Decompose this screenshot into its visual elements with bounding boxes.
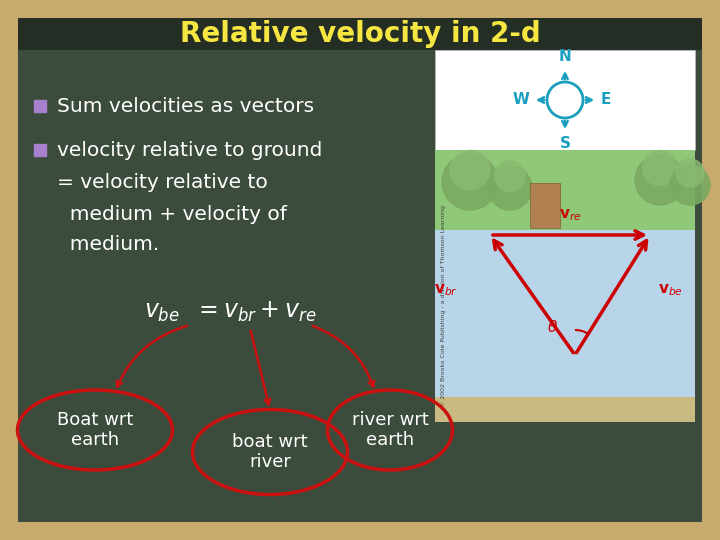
Text: N: N [559,49,572,64]
Circle shape [635,155,685,205]
Text: velocity relative to ground: velocity relative to ground [57,140,323,159]
FancyBboxPatch shape [435,50,695,150]
Text: medium + velocity of: medium + velocity of [57,205,287,224]
Text: = velocity relative to: = velocity relative to [57,172,268,192]
FancyBboxPatch shape [435,230,695,422]
FancyBboxPatch shape [18,18,702,50]
Circle shape [488,166,532,210]
Text: medium.: medium. [57,234,159,253]
Circle shape [642,151,678,186]
Text: boat wrt
river: boat wrt river [232,433,308,471]
Text: Sum velocities as vectors: Sum velocities as vectors [57,97,314,116]
Text: river wrt
earth: river wrt earth [351,410,428,449]
Text: $\theta$: $\theta$ [547,319,559,335]
Circle shape [442,154,498,210]
Circle shape [670,165,710,205]
Text: $\mathbf{v}_{br}$: $\mathbf{v}_{br}$ [434,282,458,298]
FancyBboxPatch shape [435,150,695,230]
Text: $v_{be}$  $= v_{br} + v_{re}$: $v_{be}$ $= v_{br} + v_{re}$ [144,300,316,324]
FancyBboxPatch shape [435,397,695,422]
Circle shape [676,159,704,187]
Circle shape [495,160,526,191]
Text: Relative velocity in 2-d: Relative velocity in 2-d [179,20,541,48]
FancyBboxPatch shape [530,183,560,228]
Circle shape [451,151,490,190]
Text: W: W [512,92,529,107]
Text: $\mathbf{v}_{be}$: $\mathbf{v}_{be}$ [658,282,683,298]
Text: © 2002 Brooks Cole Publishing - a division of Thomson Learning: © 2002 Brooks Cole Publishing - a divisi… [440,205,446,407]
FancyBboxPatch shape [18,18,702,522]
Text: E: E [601,92,611,107]
Text: $\mathbf{v}_{re}$: $\mathbf{v}_{re}$ [559,207,581,223]
Text: Boat wrt
earth: Boat wrt earth [57,410,133,449]
Text: S: S [559,136,570,151]
